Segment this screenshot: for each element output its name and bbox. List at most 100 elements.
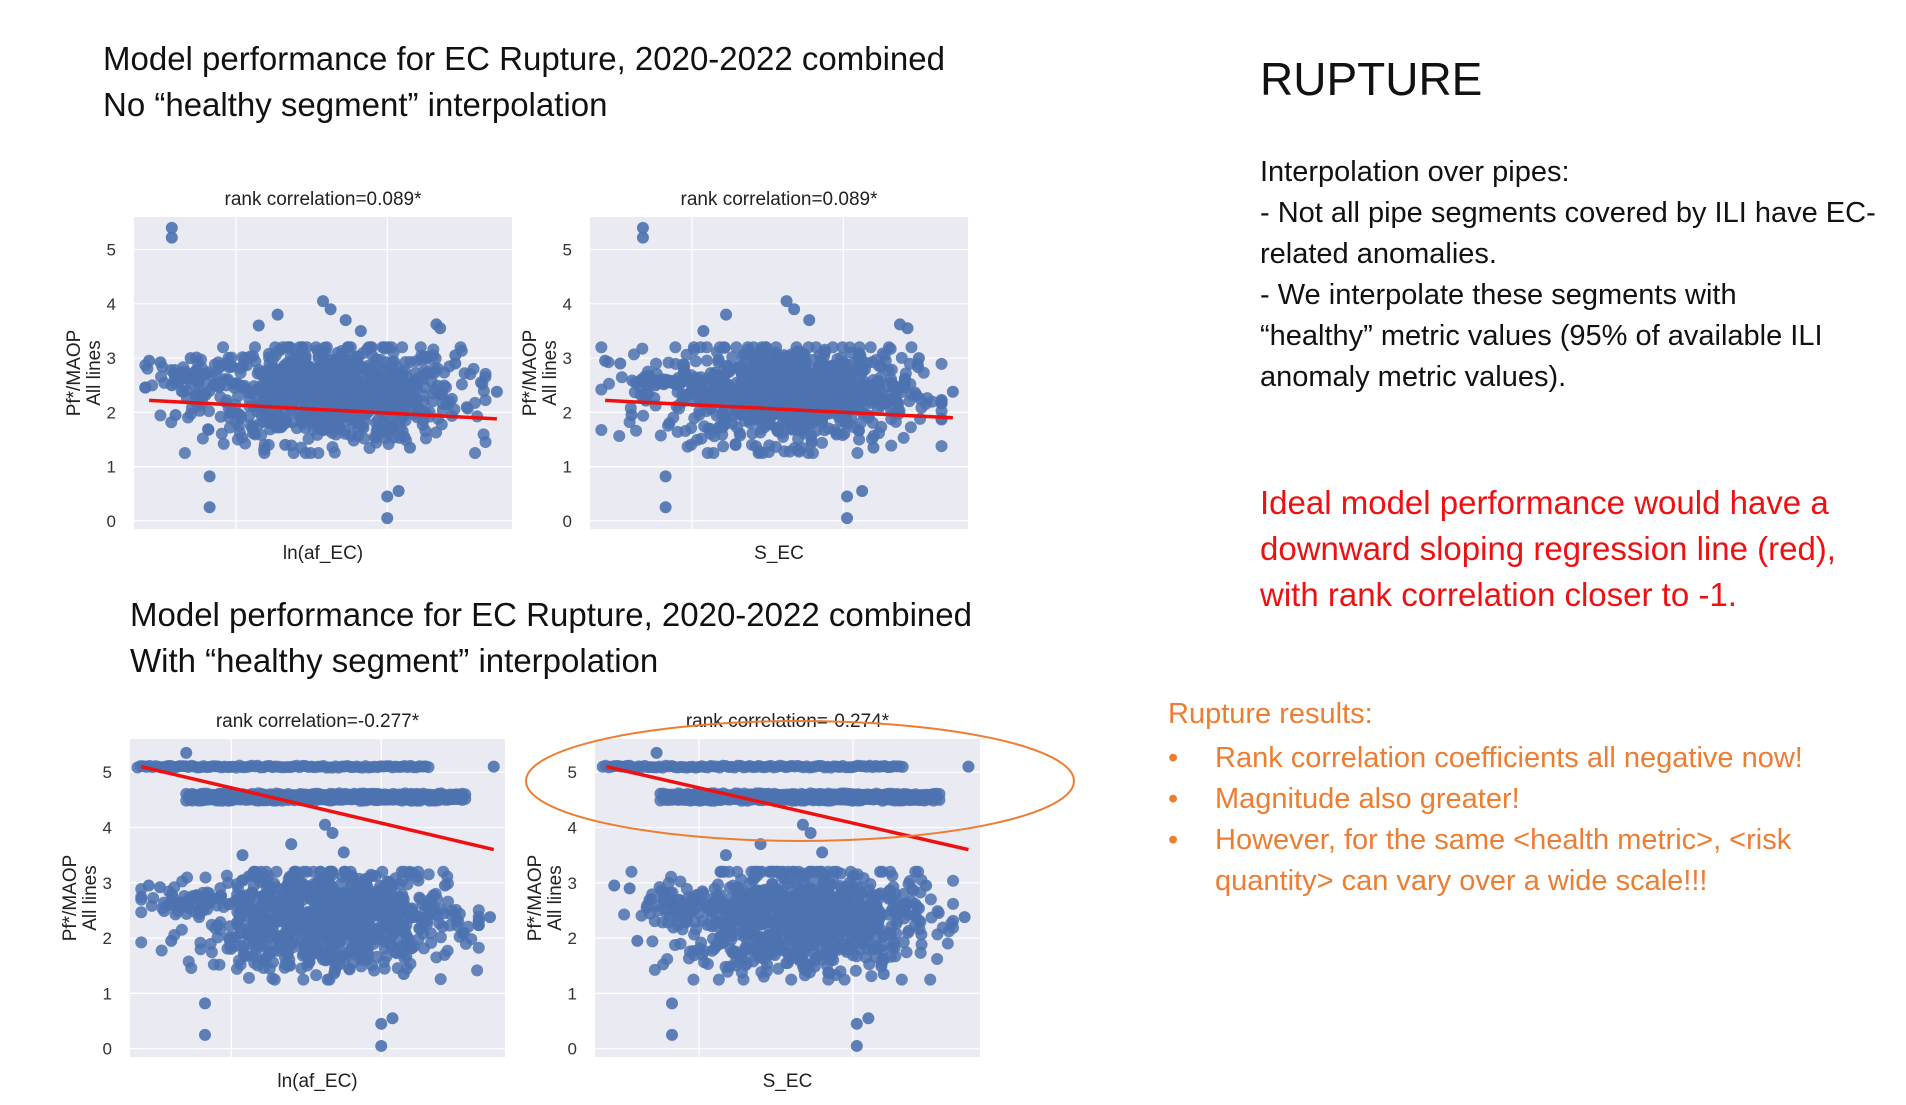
data-point: [280, 341, 293, 354]
data-point: [931, 953, 944, 966]
data-point: [867, 429, 880, 442]
data-point: [897, 936, 910, 949]
y-axis-label: All lines: [84, 340, 105, 405]
data-point: [384, 939, 397, 952]
data-point: [646, 935, 659, 948]
data-point: [707, 447, 720, 460]
top-heading-line1: Model performance for EC Rupture, 2020-2…: [103, 40, 945, 77]
y-tick-label: 4: [103, 818, 112, 837]
data-point: [293, 392, 306, 405]
data-point: [203, 470, 216, 483]
data-point: [419, 903, 432, 916]
data-point: [467, 362, 480, 375]
data-point: [659, 896, 672, 909]
data-point: [297, 973, 310, 986]
data-point: [933, 793, 946, 806]
data-point: [854, 416, 867, 429]
data-point: [718, 390, 731, 403]
data-point: [269, 349, 282, 362]
data-point: [434, 322, 447, 335]
data-point: [394, 415, 407, 428]
data-point: [717, 419, 730, 432]
data-point: [202, 423, 215, 436]
data-point: [328, 446, 341, 459]
data-point: [286, 883, 299, 896]
data-point: [318, 887, 331, 900]
y-axis-label: All lines: [540, 340, 561, 405]
data-point: [791, 345, 804, 358]
data-point: [302, 906, 315, 919]
data-point: [349, 946, 362, 959]
data-point: [650, 746, 663, 759]
data-point: [202, 405, 215, 418]
data-point: [750, 939, 763, 952]
data-point: [745, 367, 758, 380]
results-list: • Rank correlation coefficients all nega…: [1168, 738, 1803, 902]
data-point: [599, 354, 612, 367]
data-point: [912, 352, 925, 365]
y-axis-label: Pf*/MAOP: [520, 330, 541, 417]
data-point: [903, 357, 916, 370]
data-point: [449, 357, 462, 370]
y-tick-label: 4: [568, 818, 577, 837]
data-point: [712, 973, 725, 986]
data-point: [305, 378, 318, 391]
data-point: [718, 865, 731, 878]
data-point: [858, 363, 871, 376]
data-point: [717, 440, 730, 453]
data-point: [189, 898, 202, 911]
data-point: [324, 303, 337, 316]
data-point: [669, 341, 682, 354]
data-point: [339, 425, 352, 438]
y-tick-label: 3: [563, 349, 572, 368]
data-point: [707, 932, 720, 945]
results-item: • Magnitude also greater!: [1168, 779, 1803, 820]
data-point: [347, 434, 360, 447]
data-point: [826, 911, 839, 924]
data-point: [701, 372, 714, 385]
data-point: [648, 963, 661, 976]
data-point: [242, 971, 255, 984]
data-point: [190, 364, 203, 377]
data-point: [671, 385, 684, 398]
data-point: [710, 915, 723, 928]
data-point: [932, 907, 945, 920]
data-point: [726, 351, 739, 364]
data-point: [689, 355, 702, 368]
data-point: [199, 871, 212, 884]
data-point: [359, 379, 372, 392]
data-point: [381, 512, 394, 525]
data-point: [413, 371, 426, 384]
data-point: [595, 424, 608, 437]
data-point: [294, 367, 307, 380]
data-point: [665, 870, 678, 883]
x-axis-label: ln(af_EC): [277, 1071, 357, 1092]
data-point: [175, 901, 188, 914]
data-point: [712, 356, 725, 369]
data-point: [829, 385, 842, 398]
data-point: [209, 922, 222, 935]
data-point: [838, 415, 851, 428]
data-point: [683, 899, 696, 912]
data-point: [646, 888, 659, 901]
data-point: [253, 940, 266, 953]
data-point: [654, 429, 667, 442]
data-point: [387, 346, 400, 359]
data-point: [608, 879, 621, 892]
data-point: [434, 973, 447, 986]
data-point: [853, 433, 866, 446]
data-point: [377, 880, 390, 893]
data-point: [245, 888, 258, 901]
data-point: [336, 410, 349, 423]
data-point: [746, 427, 759, 440]
data-point: [419, 432, 432, 445]
data-point: [807, 890, 820, 903]
y-tick-label: 3: [103, 874, 112, 893]
data-point: [722, 900, 735, 913]
data-point: [613, 429, 626, 442]
data-point: [788, 303, 801, 316]
data-point: [344, 377, 357, 390]
data-point: [770, 341, 783, 354]
data-point: [871, 942, 884, 955]
data-point: [803, 939, 816, 952]
